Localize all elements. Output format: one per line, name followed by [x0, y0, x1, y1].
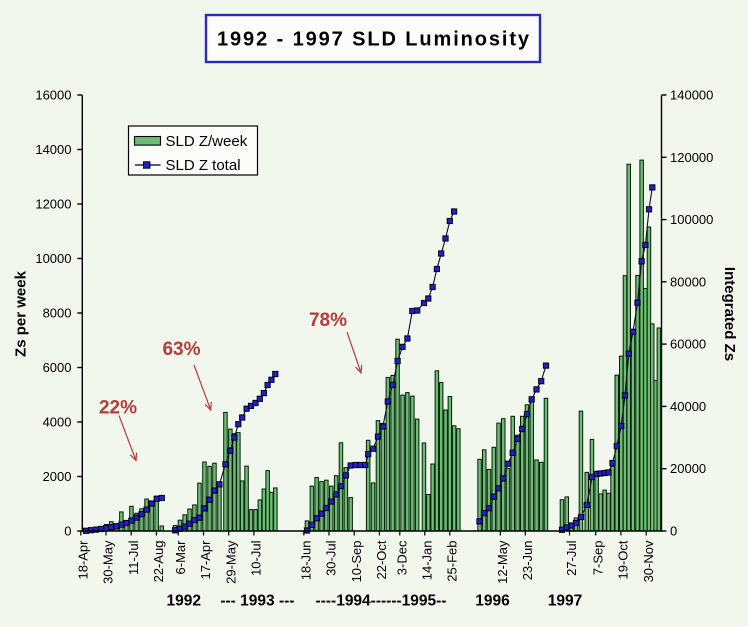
svg-text:10000: 10000 [35, 251, 71, 266]
svg-text:16000: 16000 [35, 88, 71, 103]
svg-text:23-Jun: 23-Jun [520, 541, 535, 581]
svg-text:19-Oct: 19-Oct [616, 540, 631, 579]
svg-text:17-Apr: 17-Apr [198, 540, 213, 580]
svg-text:1992 - 1997 SLD Luminosity: 1992 - 1997 SLD Luminosity [217, 29, 531, 51]
svg-text:22%: 22% [99, 398, 137, 419]
svg-text:80000: 80000 [670, 274, 706, 289]
svg-text:12-May: 12-May [495, 540, 510, 584]
svg-text:27-Jul: 27-Jul [564, 540, 579, 576]
svg-text:100000: 100000 [670, 212, 713, 227]
svg-text:18-Jun: 18-Jun [299, 541, 314, 581]
svg-text:60000: 60000 [670, 337, 706, 352]
svg-text:10-Sep: 10-Sep [349, 541, 364, 583]
svg-text:22-Aug: 22-Aug [151, 541, 166, 583]
svg-text:4000: 4000 [43, 415, 72, 430]
svg-text:22-Oct: 22-Oct [374, 540, 389, 579]
svg-text:29-May: 29-May [223, 540, 238, 584]
svg-text:1996: 1996 [475, 593, 510, 610]
svg-text:10-Jul: 10-Jul [249, 540, 264, 576]
svg-text:20000: 20000 [670, 461, 706, 476]
svg-text:SLD Z/week: SLD Z/week [166, 133, 248, 150]
svg-text:Integrated Zs: Integrated Zs [721, 267, 738, 361]
svg-text:----1994------1995--: ----1994------1995-- [316, 593, 447, 610]
svg-text:30-Nov: 30-Nov [641, 540, 656, 582]
svg-text:3-Dec: 3-Dec [395, 540, 410, 575]
svg-text:14-Jan: 14-Jan [420, 541, 435, 581]
svg-text:140000: 140000 [670, 88, 713, 103]
svg-text:11-Jul: 11-Jul [126, 540, 141, 575]
svg-text:6-Mar: 6-Mar [173, 540, 188, 575]
svg-text:40000: 40000 [670, 399, 706, 414]
svg-text:0: 0 [64, 524, 71, 539]
svg-text:SLD Z total: SLD Z total [166, 157, 241, 174]
svg-text:25-Feb: 25-Feb [445, 541, 460, 582]
svg-text:12000: 12000 [35, 197, 71, 212]
svg-text:18-Apr: 18-Apr [76, 540, 91, 580]
svg-text:2000: 2000 [43, 469, 72, 484]
svg-text:0: 0 [670, 524, 677, 539]
svg-text:1997: 1997 [548, 593, 582, 610]
svg-text:Zs per week: Zs per week [13, 270, 30, 357]
svg-text:78%: 78% [309, 310, 347, 331]
svg-text:7-Sep: 7-Sep [590, 541, 605, 576]
svg-text:30-Jul: 30-Jul [324, 540, 339, 576]
svg-text:--- 1993 ---: --- 1993 --- [220, 593, 294, 610]
svg-text:14000: 14000 [35, 142, 71, 157]
svg-text:120000: 120000 [670, 150, 713, 165]
svg-text:30-May: 30-May [101, 540, 116, 584]
svg-text:1992: 1992 [166, 593, 200, 610]
svg-text:8000: 8000 [43, 306, 72, 321]
svg-text:63%: 63% [162, 339, 200, 360]
svg-text:6000: 6000 [43, 360, 72, 375]
